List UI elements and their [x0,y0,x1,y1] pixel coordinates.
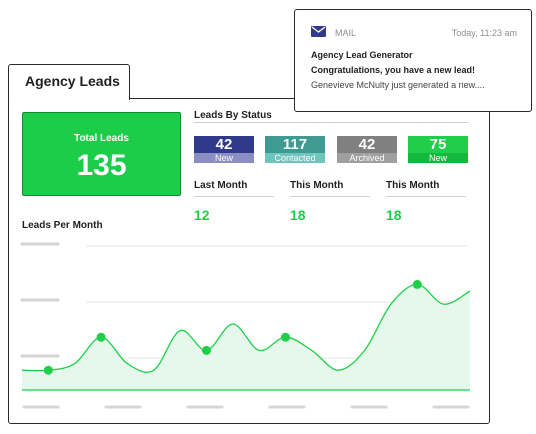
chart-point [201,345,211,355]
status-count: 42 [337,136,397,153]
status-badge-new[interactable]: 42 New [194,136,254,163]
period-value: 18 [290,207,306,223]
period-label: This Month [290,180,370,197]
mail-timestamp: Today, 11:23 am [451,28,517,38]
mail-envelope-icon [311,26,326,37]
chart-point [96,332,106,342]
period-this-month-2: This Month 18 [386,180,466,223]
status-count: 42 [194,136,254,153]
leads-by-status-title: Leads By Status [194,110,272,121]
chart-point [43,365,53,375]
period-label: Last Month [194,180,274,197]
agency-leads-tab[interactable]: Agency Leads [8,64,130,100]
status-badge-contacted[interactable]: 117 Contacted [265,136,325,163]
period-last-month: Last Month 12 [194,180,274,223]
mail-app-label: MAIL [335,28,357,38]
period-this-month: This Month 18 [290,180,370,223]
status-label: New [408,153,468,163]
chart-point [412,279,422,289]
chart-point [281,332,291,342]
leads-per-month-title: Leads Per Month [22,220,103,231]
leads-per-month-chart [20,242,471,409]
status-count: 117 [265,136,325,153]
status-badge-new-2[interactable]: 75 New [408,136,468,163]
card-title: Agency Leads [25,73,120,89]
status-label: Contacted [265,153,325,163]
mail-sender: Agency Lead Generator [311,50,413,60]
period-value: 18 [386,207,402,223]
total-leads-box: Total Leads 135 [22,112,181,196]
status-label: New [194,153,254,163]
mail-preview: Genevieve McNulty just generated a new..… [311,80,485,90]
period-value: 12 [194,207,210,223]
status-label: Archived [337,153,397,163]
mail-notification[interactable]: MAIL Today, 11:23 am Agency Lead Generat… [294,9,532,112]
mail-subject: Congratulations, you have a new lead! [311,65,476,75]
total-leads-label: Total Leads [74,133,129,144]
total-leads-value: 135 [76,149,127,182]
status-count: 75 [408,136,468,153]
status-badge-archived[interactable]: 42 Archived [337,136,397,163]
period-label: This Month [386,180,466,197]
status-divider [194,122,468,123]
